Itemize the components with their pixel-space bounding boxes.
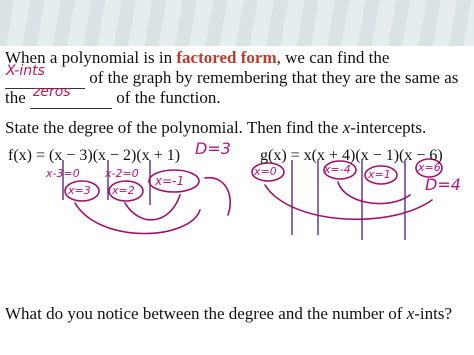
- answer: x=-1: [155, 174, 185, 188]
- arrow: [337, 181, 411, 205]
- arrow: [204, 177, 231, 216]
- text: -ints?: [414, 304, 453, 323]
- answer: x=0: [254, 165, 277, 178]
- arrow: [74, 202, 201, 235]
- text: -intercepts.: [350, 118, 427, 137]
- oval: [323, 160, 357, 180]
- text: the: [5, 88, 26, 107]
- highlight: factored form: [176, 48, 277, 67]
- work: x-3=0: [46, 167, 80, 180]
- paragraph-line: When a polynomial is in factored form, w…: [5, 48, 389, 68]
- oval: [251, 162, 285, 182]
- paragraph-line: the of the function.: [5, 88, 221, 109]
- function: g(x) = x(x + 4)(x − 1)(x − 6): [260, 147, 443, 164]
- text: What do you notice between the degree an…: [5, 304, 407, 323]
- arrow: [264, 184, 433, 220]
- variable: x: [406, 304, 415, 323]
- text: of the graph by remembering that they ar…: [89, 68, 459, 87]
- text: of the function.: [116, 88, 221, 107]
- arrow: [124, 194, 181, 221]
- oval: [364, 165, 398, 185]
- oval: [64, 180, 100, 202]
- instruction: State the degree of the polynomial. Then…: [5, 118, 426, 138]
- question: What do you notice between the degree an…: [5, 304, 452, 324]
- text: State the degree of the polynomial. Then…: [5, 118, 343, 137]
- degree-note: D=3: [195, 139, 231, 158]
- handwritten-answer: X-ints: [6, 63, 45, 79]
- answer: x=1: [368, 168, 391, 181]
- paragraph-line: of the graph by remembering that they ar…: [5, 68, 458, 89]
- oval: [415, 158, 443, 178]
- separator: [291, 160, 406, 240]
- header-bar: [0, 0, 474, 46]
- handwritten-answer: zeros: [33, 84, 71, 100]
- text: When a polynomial is in: [5, 48, 177, 67]
- function: f(x) = (x − 3)(x − 2)(x + 1): [8, 147, 181, 164]
- variable: x: [342, 118, 351, 137]
- degree-note: D=4: [425, 175, 461, 194]
- text: , we can find the: [276, 48, 390, 67]
- answer: x=3: [68, 184, 91, 197]
- oval: [148, 169, 200, 193]
- answer: x=-4: [324, 163, 351, 176]
- answer: x=2: [112, 184, 135, 197]
- answer: x=6: [418, 161, 441, 174]
- oval: [108, 180, 144, 202]
- work: x-2=0: [105, 167, 139, 180]
